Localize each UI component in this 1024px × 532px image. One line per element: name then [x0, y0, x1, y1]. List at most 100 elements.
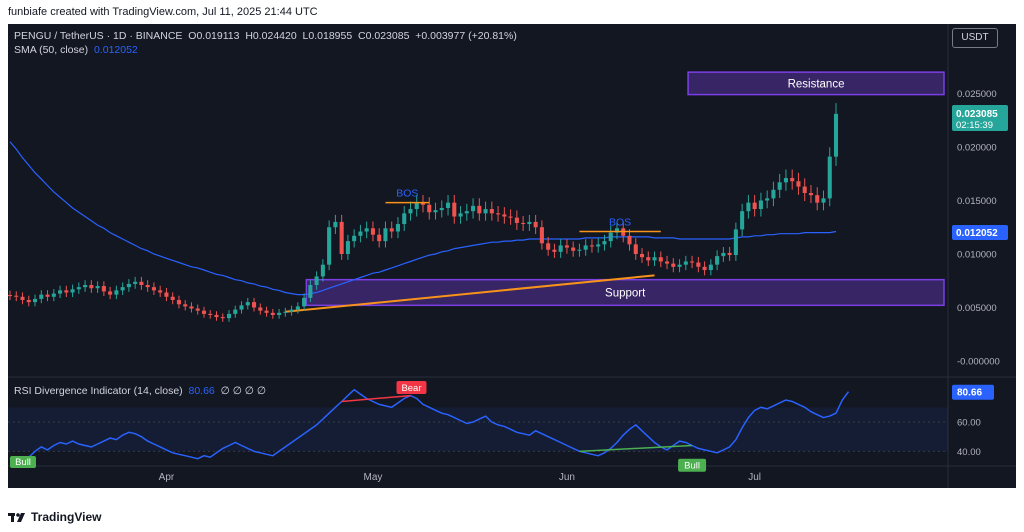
candle-body: [389, 228, 394, 232]
candle-body: [577, 249, 582, 251]
candle-body: [302, 297, 307, 307]
candle-body: [208, 313, 213, 315]
candle-body: [758, 200, 763, 210]
candle-body: [552, 249, 557, 252]
candle-body: [596, 244, 601, 247]
price-tick-label: 0.005000: [957, 303, 997, 314]
bos-label: BOS: [396, 188, 418, 200]
change-value: +0.003977 (+20.81%): [415, 30, 517, 42]
candle-body: [445, 202, 451, 208]
candle-body: [89, 285, 94, 289]
candle-body: [589, 245, 594, 247]
candle-body: [483, 209, 488, 214]
candle-body: [26, 299, 31, 303]
candle-body: [245, 302, 250, 306]
candle-body: [783, 178, 788, 183]
last-price-label: 0.023085: [956, 109, 998, 120]
candle-body: [471, 205, 476, 212]
candle-body: [51, 293, 56, 297]
candle-body: [214, 314, 219, 318]
candle-body: [708, 264, 713, 271]
candle-body: [790, 178, 795, 182]
last-price-badge: [952, 105, 1008, 132]
candle-body: [427, 204, 432, 213]
candle-body: [383, 228, 388, 242]
sma-value: 0.012052: [93, 44, 138, 56]
candle-body: [571, 247, 576, 251]
candle-body: [614, 228, 620, 233]
candle-body: [239, 305, 244, 310]
rsi-tick-label: 60.00: [957, 418, 981, 429]
rsi-label: RSI Divergence Indicator (14, close): [14, 385, 183, 397]
candle-body: [727, 252, 732, 256]
high-value: 0.024420: [252, 30, 297, 42]
price-tick-label: 0.015000: [957, 196, 997, 207]
rsi-value-badge: [952, 384, 994, 400]
chart-svg[interactable]: 0.0300000.0250000.0200000.0150000.010000…: [8, 24, 1016, 488]
candle-body: [32, 298, 38, 303]
candle-body: [76, 287, 81, 290]
bear-badge: [396, 381, 427, 394]
price-tick-label: 0.010000: [957, 249, 997, 260]
candle-body: [295, 306, 300, 310]
currency-button[interactable]: USDT: [952, 28, 998, 48]
candle-body: [108, 291, 113, 295]
symbol-name[interactable]: PENGU / TetherUS · 1D · BINANCE: [14, 30, 183, 42]
sma-legend[interactable]: SMA (50, close) 0.012052: [14, 44, 138, 56]
close-value: 0.023085: [365, 30, 410, 42]
bull-divergence-line: [579, 444, 693, 453]
candle-body: [715, 256, 720, 265]
sma-price-label: 0.012052: [956, 228, 998, 239]
bull-left-label: Bull: [15, 457, 31, 468]
candle-body: [796, 181, 801, 187]
candle-body: [195, 308, 200, 311]
time-tick-label: Apr: [159, 472, 175, 483]
candle-body: [370, 228, 375, 235]
rsi-value-label: 80.66: [957, 388, 982, 399]
candle-body: [133, 281, 138, 284]
candle-body: [771, 189, 776, 199]
rsi-legend[interactable]: RSI Divergence Indicator (14, close) 80.…: [14, 385, 266, 397]
candle-body: [527, 221, 532, 225]
candle-body: [158, 290, 163, 293]
candle-body: [533, 221, 538, 228]
time-tick-label: May: [363, 472, 382, 483]
candle-body: [546, 243, 551, 250]
candle-body: [539, 227, 544, 244]
candle-body: [808, 193, 814, 196]
bear-label: Bear: [401, 383, 421, 394]
sma-label: SMA (50, close): [14, 44, 89, 56]
candle-body: [646, 257, 651, 261]
candle-body: [270, 312, 275, 315]
candle-body: [151, 287, 156, 291]
candle-body: [39, 294, 44, 299]
time-tick-label: Jun: [559, 472, 575, 483]
candle-body: [70, 289, 75, 293]
candle-body: [252, 302, 257, 308]
candle-body: [139, 281, 144, 286]
candle-body: [502, 214, 507, 217]
chart-area[interactable]: 0.0300000.0250000.0200000.0150000.010000…: [8, 24, 1016, 488]
candle-body: [558, 245, 563, 252]
footer-brand: TradingView: [31, 510, 102, 524]
time-tick-label: Jul: [748, 472, 761, 483]
price-tick-label: -0.000000: [957, 356, 1000, 367]
support-trendline: [285, 274, 655, 313]
candle-body: [145, 285, 150, 288]
candle-body: [314, 276, 319, 286]
candle-body: [608, 232, 613, 242]
candle-body: [408, 209, 413, 214]
candle-body: [633, 244, 638, 254]
candle-body: [671, 263, 676, 267]
price-tick-label: 0.020000: [957, 143, 997, 154]
candle-body: [583, 245, 588, 250]
candle-body: [439, 207, 444, 211]
candle-body: [746, 202, 751, 212]
price-tick-label: 0.025000: [957, 89, 997, 100]
bull-label: Bull: [684, 461, 700, 472]
open-label: O: [188, 30, 197, 42]
candle-body: [464, 211, 469, 214]
candle-body: [733, 229, 738, 256]
candle-body: [514, 217, 519, 223]
rsi-line: [9, 388, 850, 464]
